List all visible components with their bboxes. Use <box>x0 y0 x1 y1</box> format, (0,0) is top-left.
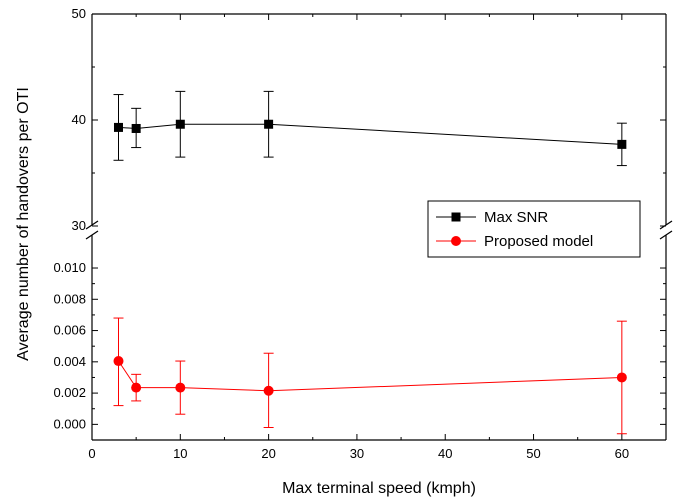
y-axis: 30 40 50 0.000 0.002 0.004 0.006 0.008 0.010 <box>53 6 666 431</box>
data-point <box>131 123 141 133</box>
series-proposed-model <box>113 317 627 435</box>
data-point <box>617 139 627 149</box>
x-tick-label: 60 <box>615 446 629 461</box>
x-tick-label: 40 <box>438 446 452 461</box>
legend-label: Max SNR <box>484 209 548 226</box>
x-tick-label: 50 <box>526 446 540 461</box>
lower-y-tick-label: 0.000 <box>53 416 86 431</box>
lower-y-tick-label: 0.006 <box>53 323 86 338</box>
series-layer <box>113 90 627 435</box>
data-point <box>175 382 186 393</box>
series-line <box>118 123 622 145</box>
legend-entry: Max SNR <box>436 209 548 226</box>
right-break-mark <box>659 220 673 230</box>
y-axis-label: Average number of handovers per OTI <box>15 87 32 361</box>
legend-label: Proposed model <box>484 233 593 250</box>
right-break-mark <box>659 230 673 240</box>
data-point <box>113 356 124 367</box>
left-break-mark <box>85 230 99 240</box>
x-axis: 0 10 20 30 40 50 60 <box>88 14 629 461</box>
lower-y-tick-label: 0.008 <box>53 291 86 306</box>
lower-y-tick-label: 0.002 <box>53 385 86 400</box>
upper-y-tick-label: 30 <box>72 218 86 233</box>
data-point <box>616 372 627 383</box>
lower-y-tick-label: 0.004 <box>53 354 86 369</box>
legend: Max SNR Proposed model <box>427 200 641 258</box>
lower-y-tick-label: 0.010 <box>53 260 86 275</box>
x-tick-label: 0 <box>88 446 95 461</box>
series-max-snr <box>113 90 627 167</box>
legend-marker <box>451 236 461 246</box>
upper-y-tick-label: 50 <box>72 6 86 21</box>
data-point <box>264 119 274 129</box>
legend-entry: Proposed model <box>436 233 593 250</box>
legend-box <box>427 200 641 258</box>
legend-marker <box>451 212 461 222</box>
x-tick-label: 20 <box>261 446 275 461</box>
data-point <box>175 119 185 129</box>
upper-y-tick-label: 40 <box>72 112 86 127</box>
data-point <box>131 382 142 393</box>
data-point <box>263 385 274 396</box>
x-tick-label: 30 <box>350 446 364 461</box>
x-axis-label: Max terminal speed (kmph) <box>282 480 476 497</box>
series-line <box>118 360 622 392</box>
data-point <box>113 122 123 132</box>
x-tick-label: 10 <box>173 446 187 461</box>
left-break-mark <box>85 220 99 230</box>
